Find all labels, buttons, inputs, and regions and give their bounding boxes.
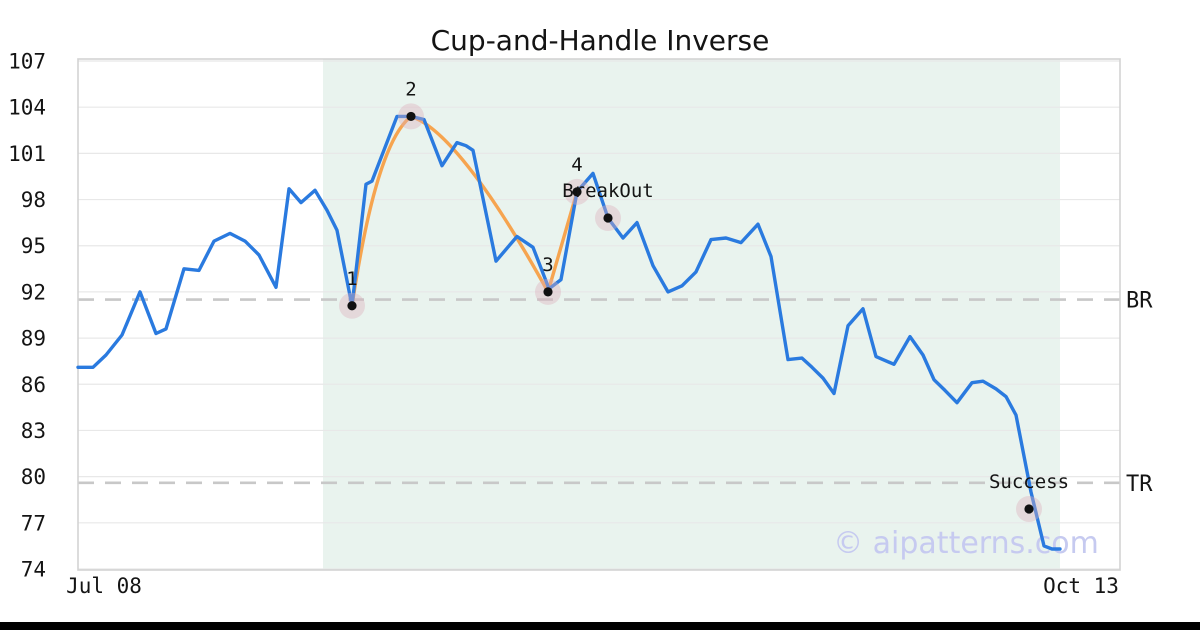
chart-title: Cup-and-Handle Inverse [430,24,770,57]
marker-label-success: Success [989,471,1069,493]
y-tick-label: 92 [21,280,46,304]
y-tick-label: 74 [21,558,46,582]
y-tick-label: 104 [8,96,46,120]
y-tick-label: 86 [21,373,46,397]
price-line [76,114,1062,551]
marker-dot-success [1024,504,1034,514]
y-tick-label: 95 [21,234,46,258]
marker-label-2: 2 [405,78,416,100]
marker-label-3: 3 [542,254,553,276]
y-tick-label: 80 [21,465,46,489]
marker-label-breakout: BreakOut [562,180,654,202]
x-tick-label: Jul 08 [66,574,142,598]
x-tick-label: Oct 13 [1043,574,1119,598]
marker-dot-breakout [603,213,613,223]
y-tick-label: 101 [8,142,46,166]
level-label-br: BR [1126,289,1153,314]
marker-label-4: 4 [571,154,582,176]
marker-dot-2 [406,111,416,122]
watermark: © aipatterns.com [833,526,1099,561]
bottom-bar [0,622,1200,630]
marker-dot-4 [572,187,582,197]
marker-dot-3 [543,287,553,297]
y-tick-label: 107 [8,50,46,74]
marker-label-1: 1 [346,268,357,290]
y-tick-label: 83 [21,419,46,443]
plot-frame [77,58,1121,571]
level-label-tr: TR [1126,472,1153,497]
y-tick-label: 89 [21,327,46,351]
pattern-shade-region [323,59,1060,570]
y-tick-label: 77 [21,511,46,535]
marker-dot-1 [347,301,357,311]
y-tick-label: 98 [21,188,46,212]
